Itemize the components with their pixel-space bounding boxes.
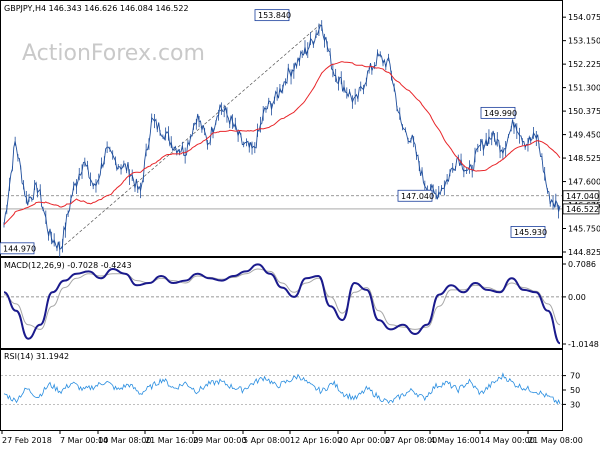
price-tick-label: 154.075: [568, 13, 600, 22]
price-level-label: 147.040: [566, 192, 599, 201]
price-panel-frame: [0, 0, 563, 257]
time-tick-label: 21 Mar 16:00: [145, 436, 198, 445]
price-tick-label: 149.450: [568, 131, 600, 140]
price-level-box: [562, 203, 600, 215]
rsi-tick-label: 70: [570, 372, 580, 381]
macd-series: [3, 263, 561, 345]
price-line: [3, 25, 561, 251]
rsi-tick-label: 30: [570, 400, 580, 409]
price-annotation-box: [397, 189, 433, 202]
price-annotation-box: [480, 106, 516, 119]
price-level-box: [562, 190, 600, 202]
price-level-label: 146.522: [566, 205, 599, 214]
macd-tick-label: 0.00: [568, 293, 586, 302]
moving-average-series: [3, 61, 561, 226]
macd-axis: 0.7086 0.00 -1.0148: [1, 260, 599, 349]
rsi-series: [3, 372, 561, 405]
time-tick-label: 27 Feb 2018: [2, 436, 52, 445]
moving-average-line: [3, 61, 561, 226]
price-tick-label: 148.525: [568, 154, 600, 163]
price-annotation-box: [510, 226, 546, 238]
time-tick-label: 21 May 08:00: [528, 436, 583, 445]
price-annotation-label: 145.930: [514, 228, 547, 237]
price-tick-label: 151.300: [568, 84, 600, 93]
rsi-tick-label: 50: [570, 386, 580, 395]
time-tick-label: 4 May 16:00: [430, 436, 480, 445]
time-tick-label: 29 Mar 00:00: [193, 436, 246, 445]
time-tick-label: 14 Mar 08:00: [98, 436, 151, 445]
price-series: [3, 20, 561, 258]
price-levels: 147.040 146.522: [1, 190, 600, 215]
macd-panel-title: MACD(12,26,9) -0.7028 -0.4243: [4, 261, 132, 270]
time-tick-label: 5 Apr 08:00: [243, 436, 290, 445]
macd-panel-frame: [0, 257, 563, 349]
price-tick-label: 152.225: [568, 60, 600, 69]
price-tick-label: 150.375: [568, 107, 600, 116]
price-annotation-box: [0, 242, 35, 255]
price-panel-title: GBPJPY,H4 146.343 146.626 146.084 146.52…: [4, 4, 189, 13]
price-annotation-label: 147.040: [401, 192, 434, 201]
time-tick-label: 20 Apr 00:00: [338, 436, 390, 445]
watermark: ActionForex.com: [22, 41, 205, 66]
time-tick-label: 12 Apr 16:00: [290, 436, 342, 445]
rsi-panel-title: RSI(14) 31.1942: [4, 352, 69, 361]
macd-tick-label: 0.7086: [568, 260, 596, 269]
price-annotation-label: 149.990: [484, 109, 517, 118]
price-tick-label: 147.600: [568, 178, 600, 187]
time-tick-label: 14 May 00:00: [480, 436, 535, 445]
macd-line: [3, 263, 561, 345]
rsi-axis: 70 50 30: [1, 372, 580, 409]
price-annotation-box: [254, 9, 290, 22]
price-tick-label: 145.750: [568, 225, 600, 234]
price-annotations: 153.840 147.040 149.990 145.930 144.970: [0, 9, 547, 255]
rsi-line: [3, 372, 561, 405]
rsi-panel-frame: [0, 349, 563, 431]
time-tick-label: 27 Apr 08:00: [385, 436, 437, 445]
macd-tick-label: -1.0148: [568, 340, 599, 349]
time-tick-label: 7 Mar 00:00: [60, 436, 108, 445]
price-tick-label: 144.825: [568, 248, 600, 257]
price-annotation-label: 144.970: [3, 244, 36, 253]
price-axis: 154.075 153.150 152.225 151.300 150.375 149.4…: [562, 13, 600, 257]
price-annotation-label: 153.840: [258, 11, 291, 20]
price-tick-label: 153.150: [568, 37, 600, 46]
